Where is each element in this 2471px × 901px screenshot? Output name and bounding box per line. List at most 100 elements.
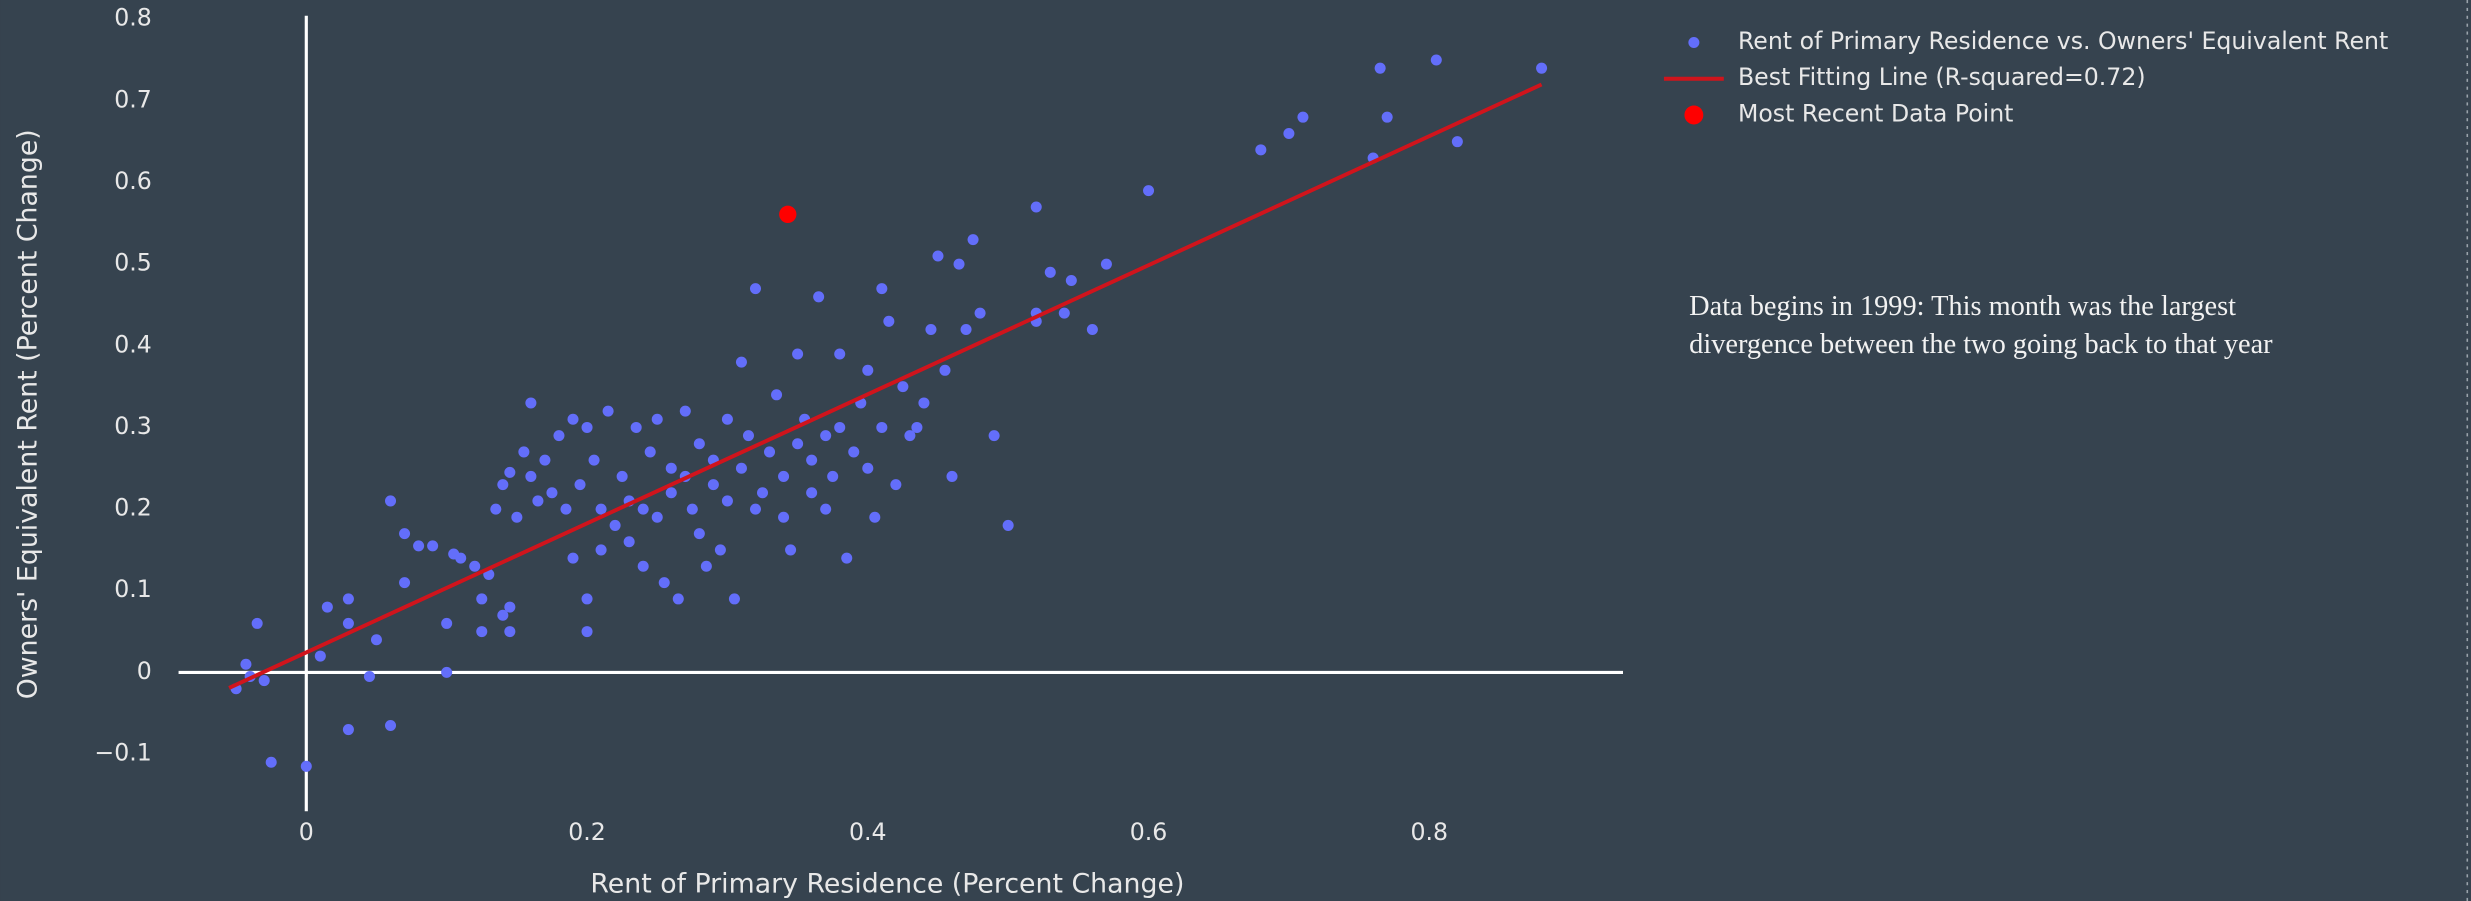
x-tick-label: 0.4	[849, 818, 887, 846]
legend-swatch	[1684, 105, 1704, 125]
y-tick-label: 0.1	[114, 575, 152, 603]
scatter-point	[476, 593, 488, 605]
scatter-point	[616, 470, 628, 482]
scatter-point	[721, 413, 733, 425]
scatter-point	[778, 511, 790, 523]
scatter-point	[848, 446, 860, 458]
scatter-point	[476, 626, 488, 638]
y-tick-label: 0.6	[114, 167, 152, 195]
scatter-point	[1065, 274, 1077, 286]
scatter-point	[735, 462, 747, 474]
scatter-point	[258, 675, 270, 687]
scatter-point	[665, 487, 677, 499]
scatter-point	[714, 544, 726, 556]
scatter-point	[1086, 323, 1098, 335]
scatter-point	[1002, 519, 1014, 531]
scatter-point	[834, 421, 846, 433]
scatter-point	[1374, 62, 1386, 74]
scatter-point	[504, 601, 516, 613]
scatter-point	[441, 666, 453, 678]
scatter-point	[581, 593, 593, 605]
scatter-point	[581, 421, 593, 433]
legend-label: Most Recent Data Point	[1738, 99, 2013, 127]
scatter-point	[497, 479, 509, 491]
scatter-point	[876, 421, 888, 433]
scatter-point	[721, 495, 733, 507]
scatter-point	[623, 536, 635, 548]
scatter-point	[413, 540, 425, 552]
scatter-point	[813, 291, 825, 303]
scatter-point	[693, 528, 705, 540]
scatter-point	[707, 479, 719, 491]
scatter-point	[932, 250, 944, 262]
scatter-point	[806, 487, 818, 499]
scatter-point	[749, 283, 762, 295]
scatter-point	[546, 487, 558, 499]
scatter-point	[953, 258, 965, 270]
scatter-point	[785, 544, 797, 556]
scatter-point	[672, 593, 684, 605]
scatter-point	[314, 650, 326, 662]
scatter-point	[1430, 54, 1442, 66]
scatter-point	[834, 348, 846, 360]
scatter-point	[665, 462, 677, 474]
scatter-point	[469, 560, 481, 572]
scatter-point	[553, 430, 565, 442]
fit-line	[228, 82, 1543, 690]
scatter-point	[560, 503, 572, 515]
recent-point	[779, 205, 797, 224]
scatter-point	[321, 601, 333, 613]
scatter-point	[342, 617, 354, 629]
scatter-point	[1044, 266, 1056, 278]
scatter-point	[441, 617, 453, 629]
scatter-point	[595, 503, 607, 515]
scatter-point	[883, 315, 895, 327]
scatter-point	[399, 528, 411, 540]
scatter-point	[911, 421, 923, 433]
scatter-point	[918, 397, 930, 409]
scatter-point	[651, 511, 663, 523]
y-axis-title: Owners' Equivalent Rent (Percent Change)	[12, 129, 43, 699]
scatter-point	[876, 283, 888, 295]
scatter-point	[497, 609, 509, 621]
scatter-point	[588, 454, 600, 466]
scatter-point	[749, 503, 762, 515]
scatter-point	[637, 560, 649, 572]
scatter-point	[574, 479, 586, 491]
scatter-point	[602, 405, 614, 417]
scatter-point	[890, 479, 902, 491]
scatter-point	[841, 552, 853, 564]
scatter-point	[511, 511, 523, 523]
scatter-point	[686, 503, 698, 515]
scatter-point	[385, 495, 397, 507]
scatter-point	[1536, 62, 1548, 74]
scatter-point	[342, 724, 354, 736]
scatter-point	[742, 430, 754, 442]
scatter-point	[960, 323, 972, 335]
scatter-point	[251, 617, 263, 629]
annotation: divergence between the two going back to…	[1689, 329, 2273, 360]
scatter-point	[518, 446, 530, 458]
scatter-point	[399, 577, 411, 589]
scatter-point	[342, 593, 354, 605]
scatter-point	[1100, 258, 1112, 270]
scatter-point	[827, 470, 839, 482]
x-tick-label: 0.8	[1411, 818, 1449, 846]
scatter-point	[567, 552, 579, 564]
scatter-point	[1381, 111, 1393, 123]
scatter-point	[862, 364, 874, 376]
scatter-point	[967, 234, 979, 246]
x-tick-label: 0.2	[568, 818, 606, 846]
y-tick-label: 0.5	[114, 249, 152, 277]
scatter-point	[532, 495, 544, 507]
legend-label: Best Fitting Line (R-squared=0.72)	[1738, 63, 2146, 91]
scatter-point	[504, 626, 516, 638]
scatter-point	[735, 356, 747, 368]
scatter-point	[300, 760, 312, 772]
scatter-point	[1030, 201, 1042, 213]
scatter-point	[771, 389, 783, 401]
y-tick-label: 0.7	[114, 85, 152, 113]
scatter-point	[609, 519, 621, 531]
